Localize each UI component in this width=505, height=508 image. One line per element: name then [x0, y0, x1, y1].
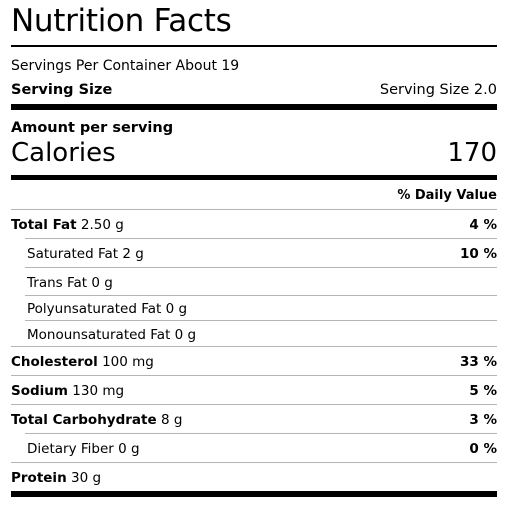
nutrient-name: Protein — [11, 470, 67, 486]
nutrient-row-sodium: Sodium 130 mg — [11, 382, 124, 400]
nutrient-row-saturated-fat: Saturated Fat 2 g — [27, 245, 144, 263]
nutrient-amount: 0 g — [174, 327, 197, 343]
nutrient-amount: 0 g — [165, 301, 188, 317]
nutrient-amount: 130 mg — [72, 383, 125, 399]
nutrient-dv: 0 % — [469, 441, 497, 457]
daily-value-header: % Daily Value — [397, 188, 497, 203]
nutrient-name: Total Fat — [11, 217, 77, 233]
nutrition-facts-title: Nutrition Facts — [11, 3, 232, 39]
nutrient-amount: 2 g — [122, 246, 144, 262]
row-divider — [11, 375, 497, 376]
nutrient-amount: 30 g — [70, 470, 102, 486]
calories-label: Calories — [11, 138, 116, 168]
nutrient-row-dietary-fiber: Dietary Fiber 0 g — [27, 440, 140, 458]
nutrient-name: Cholesterol — [11, 354, 98, 370]
nutrient-dv: 33 % — [459, 354, 497, 370]
bottom-thick-rule — [11, 491, 497, 497]
nutrient-name: Monounsaturated Fat — [27, 327, 171, 343]
nutrient-dv: 5 % — [469, 383, 497, 399]
serving-thick-rule — [11, 104, 497, 110]
nutrient-row-monounsaturated-fat: Monounsaturated Fat 0 g — [27, 326, 196, 344]
nutrient-row-total-fat: Total Fat 2.50 g — [11, 216, 124, 234]
nutrient-row-polyunsaturated-fat: Polyunsaturated Fat 0 g — [27, 300, 187, 318]
row-divider — [25, 433, 497, 434]
nutrient-amount: 0 g — [91, 275, 113, 291]
nutrient-amount: 0 g — [118, 441, 140, 457]
nutrient-amount: 2.50 g — [80, 217, 124, 233]
title-rule — [11, 45, 497, 47]
nutrient-amount: 100 mg — [102, 354, 154, 370]
nutrient-row-cholesterol: Cholesterol 100 mg — [11, 353, 154, 371]
row-divider — [25, 295, 497, 296]
amount-per-serving: Amount per serving — [11, 120, 174, 136]
nutrient-dv: 10 % — [459, 246, 497, 262]
nutrient-name: Polyunsaturated Fat — [27, 301, 162, 317]
row-divider — [25, 238, 497, 239]
nutrient-name: Total Carbohydrate — [11, 412, 157, 428]
nutrient-name: Trans Fat — [27, 275, 88, 291]
nutrient-name: Saturated Fat — [27, 246, 119, 262]
nutrient-row-total-carbohydrate: Total Carbohydrate 8 g — [11, 411, 182, 429]
nutrient-amount: 8 g — [160, 412, 183, 428]
calories-thick-rule — [11, 175, 497, 180]
row-divider — [11, 209, 497, 210]
nutrient-name: Sodium — [11, 383, 68, 399]
serving-size-label: Serving Size — [11, 82, 113, 98]
row-divider — [25, 267, 497, 268]
servings-per-container: Servings Per Container About 19 — [11, 58, 240, 74]
nutrient-name: Dietary Fiber — [27, 441, 114, 457]
row-divider — [11, 404, 497, 405]
nutrient-row-protein: Protein 30 g — [11, 469, 101, 487]
serving-size-value: Serving Size 2.0 — [379, 82, 497, 98]
row-divider — [11, 462, 497, 463]
nutrient-dv: 4 % — [469, 217, 497, 233]
nutrient-row-trans-fat: Trans Fat 0 g — [27, 274, 113, 292]
row-divider — [25, 320, 497, 321]
row-divider — [11, 346, 497, 347]
nutrient-dv: 3 % — [469, 412, 497, 428]
calories-value: 170 — [447, 138, 497, 168]
